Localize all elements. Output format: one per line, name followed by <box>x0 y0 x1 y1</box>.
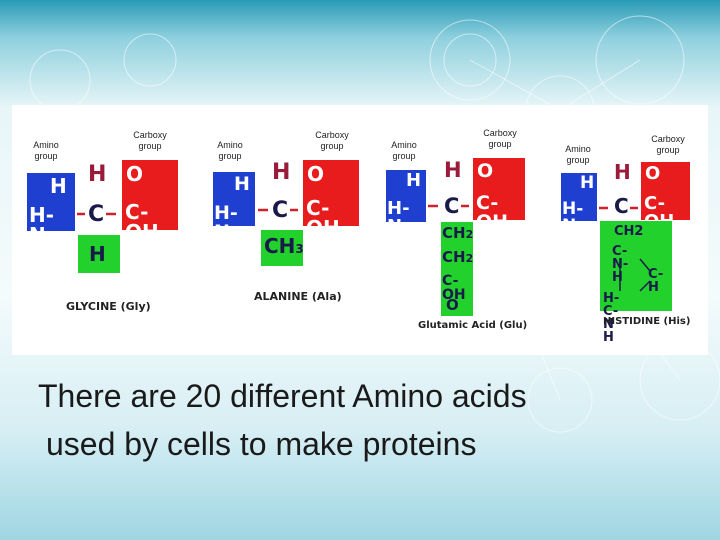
side-chain-coh: C-OH <box>442 273 466 303</box>
ch-atoms: CH <box>442 248 466 266</box>
carboxy-coh-atoms: C-OH <box>125 200 159 244</box>
side-chain-ch3: CH3 <box>264 236 304 256</box>
amino-h-atom: H <box>234 173 250 195</box>
amino-group-box <box>561 173 597 221</box>
amino-hn-atoms: H-N <box>387 198 410 237</box>
glycine-name: GLYCINE (Gly) <box>66 300 151 313</box>
carboxy-group-box <box>122 160 178 230</box>
side-chain-box <box>600 221 672 311</box>
amino-acid-structures-panel <box>12 105 708 355</box>
alpha-h-atom: H <box>614 160 631 184</box>
histidine-name: HISTIDINE (His) <box>603 316 691 327</box>
glutamic-acid-name: Glutamic Acid (Glu) <box>418 320 528 331</box>
carboxy-o-atom: O <box>477 160 494 182</box>
caption-text: There are 20 different Amino acids used … <box>38 372 698 468</box>
amino-hn-atoms: H-N <box>562 199 584 236</box>
alpha-carbon: C <box>272 198 289 223</box>
alpha-carbon: C <box>88 202 105 227</box>
ch-atoms: CH <box>264 234 296 258</box>
carboxy-group-label: Carboxy group <box>133 130 167 151</box>
amino-group-box <box>27 173 75 231</box>
alanine-name: ALANINE (Ala) <box>254 290 342 303</box>
carboxy-coh-atoms: C-OH <box>476 192 509 233</box>
side-chain-h-atom: H <box>89 242 106 266</box>
side-chain-o-atom: O <box>446 296 459 314</box>
amino-group-label: Amino group <box>565 144 591 165</box>
alpha-h-atom: H <box>88 162 107 187</box>
carboxy-o-atom: O <box>645 163 661 184</box>
side-chain-hcnh: H-C-N H <box>603 291 620 345</box>
side-chain-ch2: CH2 <box>614 224 644 239</box>
histidine-ring-bonds <box>619 258 651 292</box>
amino-group-label: Amino group <box>217 140 243 161</box>
amino-group-box <box>386 170 426 222</box>
alpha-h-atom: H <box>444 158 462 182</box>
side-chain-box <box>78 235 120 273</box>
carboxy-group-label: Carboxy group <box>651 134 685 155</box>
carboxy-group-box <box>473 158 525 220</box>
side-chain-box <box>441 222 473 316</box>
subscript-2: 2 <box>465 252 474 265</box>
carboxy-o-atom: O <box>307 162 325 186</box>
amino-h-atom: H <box>406 170 422 191</box>
amino-group-label: Amino group <box>391 140 417 161</box>
side-chain-ch2-b: CH2 <box>442 250 473 265</box>
carboxy-group-box <box>303 160 359 226</box>
amino-hn-atoms: H-N <box>29 203 55 247</box>
subscript-3: 3 <box>295 242 304 256</box>
side-chain-box <box>261 230 303 266</box>
subscript-2: 2 <box>465 228 474 241</box>
amino-group-box <box>213 172 255 226</box>
amino-h-atom: H <box>50 174 67 198</box>
ch-atoms: CH <box>442 224 466 242</box>
amino-h-atom: H <box>580 173 595 193</box>
carboxy-group-label: Carboxy group <box>315 130 349 151</box>
carboxy-coh-atoms: C-OH <box>306 196 340 240</box>
caption-line-2: used by cells to make proteins <box>46 426 477 462</box>
amino-hn-atoms: H-N <box>214 202 238 243</box>
carboxy-group-box <box>641 162 690 220</box>
side-chain-ch: C-H <box>648 267 664 295</box>
alpha-carbon: C <box>444 194 460 218</box>
carboxy-group-label: Carboxy group <box>483 128 517 149</box>
amino-group-label: Amino group <box>33 140 59 161</box>
carboxy-o-atom: O <box>126 162 144 186</box>
alpha-carbon: C <box>614 194 629 218</box>
side-chain-ch2-a: CH2 <box>442 226 473 241</box>
alpha-h-atom: H <box>272 160 291 185</box>
caption-line-1: There are 20 different Amino acids <box>38 378 527 414</box>
